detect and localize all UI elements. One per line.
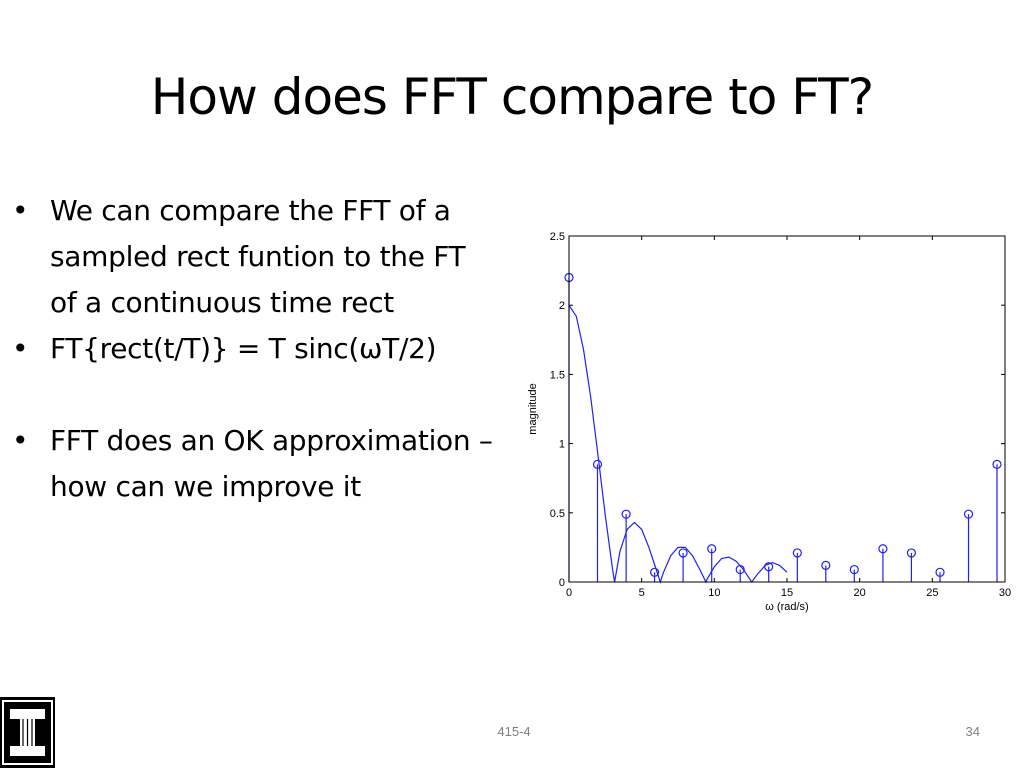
y-tick-label: 2 — [559, 300, 565, 312]
fft-stem-marker — [592, 459, 603, 469]
fft-stem-marker — [935, 567, 945, 577]
y-tick-label: 1 — [559, 439, 565, 451]
x-tick-label: 30 — [999, 587, 1011, 599]
bullet-icon: • — [12, 332, 29, 365]
fft-stem-marker — [764, 562, 774, 572]
x-tick-label: 0 — [566, 587, 572, 599]
magnitude-chart: 0 5 10 15 20 25 30 0 0.5 1 1.5 2 2.5 ω (rad/s) magni… — [527, 231, 1011, 613]
footer-course-code: 415-4 — [497, 724, 531, 739]
bullet-text: FFT does an OK approximation – how can w… — [50, 424, 493, 503]
fft-stem-marker — [707, 544, 717, 554]
bullet-item: • We can compare the FFT of a sampled re… — [10, 188, 495, 326]
slide-title: How does FFT compare to FT? — [150, 68, 874, 126]
bullet-list: • We can compare the FFT of a sampled re… — [10, 188, 495, 510]
sinc-curve-line — [568, 304, 788, 584]
x-axis-label: ω (rad/s) — [765, 601, 808, 613]
fft-stem-marker — [849, 564, 859, 575]
fft-stem-marker — [963, 509, 974, 519]
fft-stem-marker — [650, 567, 660, 577]
fft-stem-marker — [792, 548, 802, 558]
x-tick-label: 10 — [708, 587, 720, 599]
y-axis-label: magnitude — [527, 383, 539, 434]
university-logo-icon — [0, 697, 55, 768]
fft-stem-marker — [906, 548, 917, 558]
fft-stem-marker — [678, 548, 688, 558]
bullet-text: We can compare the FFT of a sampled rect… — [50, 194, 466, 319]
y-tick-label: 2.5 — [550, 231, 565, 243]
x-tick-label: 20 — [854, 587, 866, 599]
bullet-item: • FT{rect(t/T)} = T sinc(ωT/2) — [10, 326, 495, 372]
fft-stem-marker — [821, 560, 831, 570]
chart-ticks: 0 5 10 15 20 25 30 0 0.5 1 1.5 2 2.5 — [550, 231, 1011, 599]
bullet-icon: • — [12, 194, 29, 227]
x-tick-label: 25 — [926, 587, 938, 599]
bullet-item: • FFT does an OK approximation – how can… — [10, 418, 495, 510]
fft-stem-marker — [621, 509, 631, 519]
fft-stem-marker — [878, 544, 888, 554]
y-tick-label: 1.5 — [550, 369, 565, 381]
x-tick-label: 15 — [781, 587, 793, 599]
x-tick-label: 5 — [639, 587, 645, 599]
fft-stem-marker — [735, 564, 745, 575]
fft-stem-marker — [992, 459, 1002, 469]
plot-frame — [568, 235, 1006, 583]
bullet-text: FT{rect(t/T)} = T sinc(ωT/2) — [50, 332, 437, 365]
y-tick-label: 0 — [559, 577, 565, 589]
y-tick-label: 0.5 — [550, 508, 565, 520]
chart-series — [564, 272, 1002, 584]
slide-number: 34 — [965, 724, 980, 739]
bullet-icon: • — [12, 424, 29, 457]
